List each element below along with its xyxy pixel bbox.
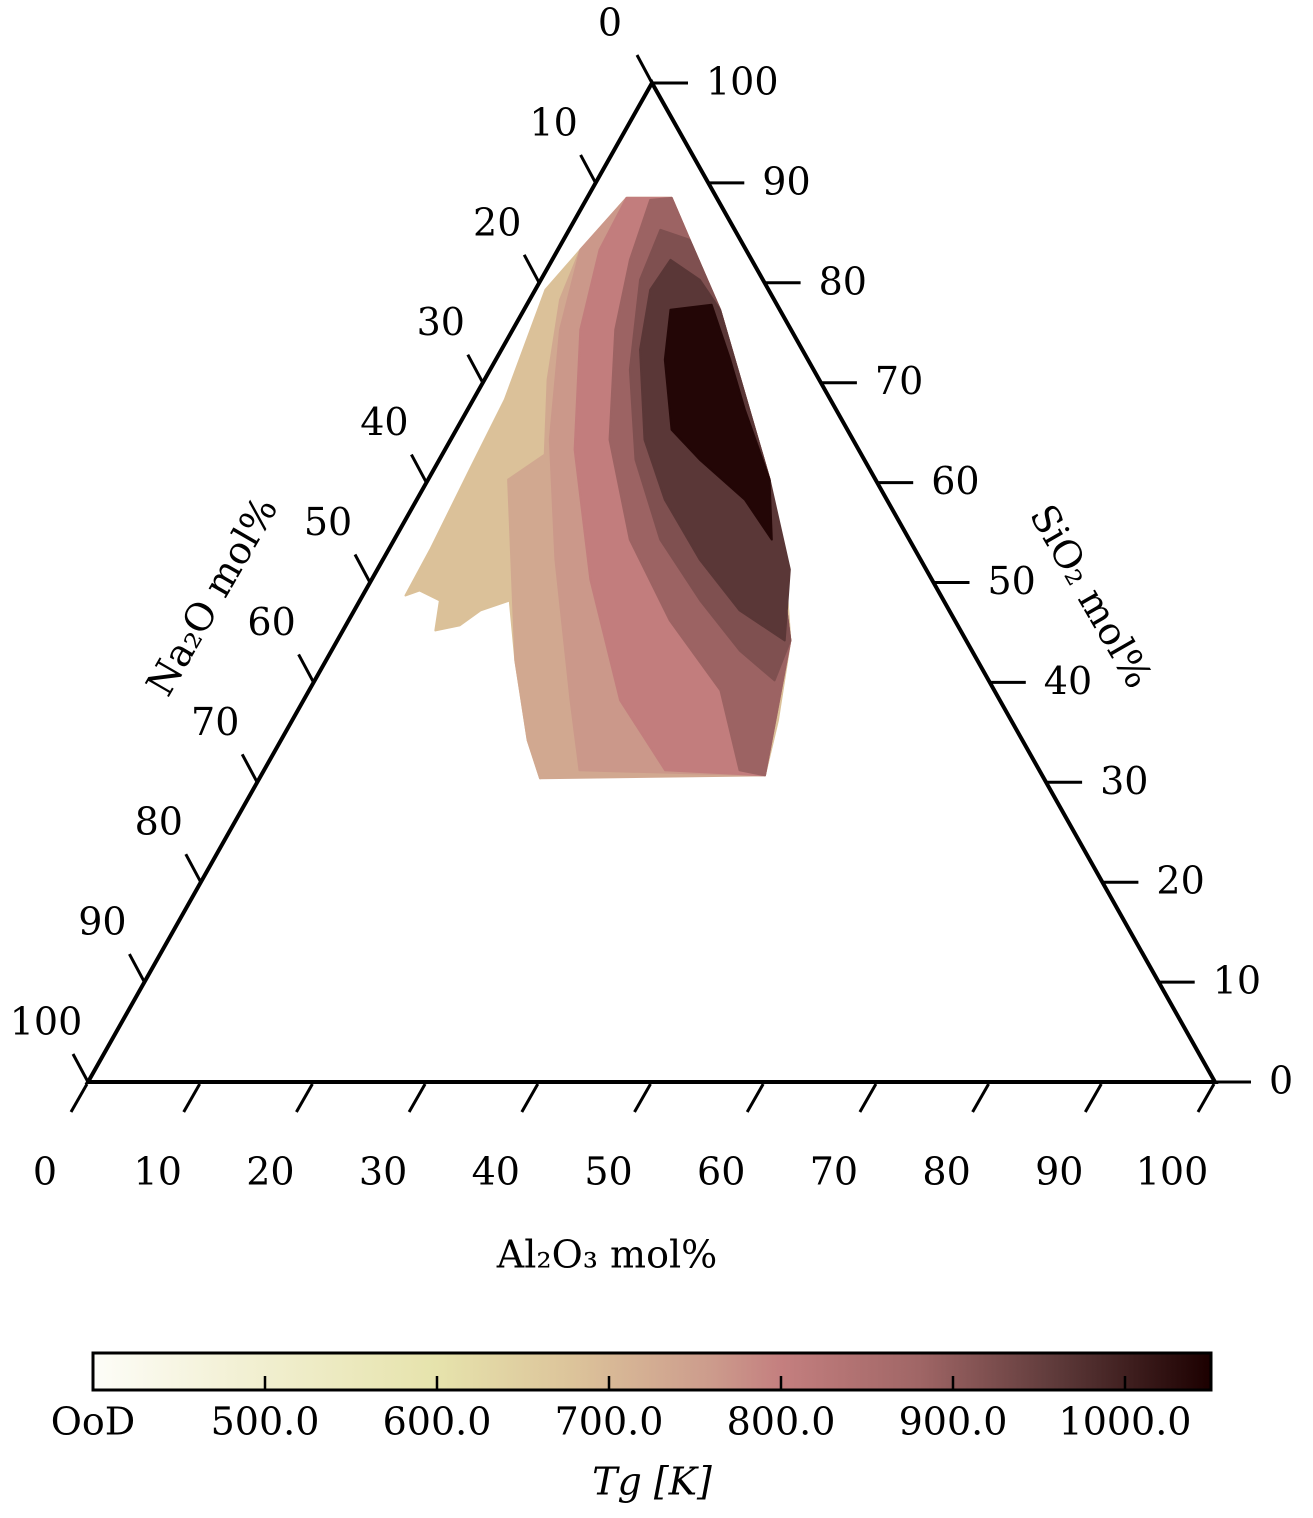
right-tick-label: 10	[1213, 959, 1261, 1003]
tick-mark	[633, 1083, 652, 1113]
bottom-tick-label: 30	[359, 1150, 407, 1194]
tick-mark	[858, 1083, 878, 1113]
right-tick-label: 90	[762, 159, 810, 203]
bottom-tick-label: 40	[472, 1150, 520, 1194]
colorbar	[91, 1351, 1213, 1392]
right-tick-label: 20	[1156, 859, 1204, 903]
bottom-tick-label: 10	[134, 1150, 182, 1194]
tick-mark	[240, 753, 259, 784]
left-tick-label: 0	[598, 1, 622, 45]
colorbar-tick-label: 600.0	[383, 1400, 492, 1444]
right-tick-label: 80	[819, 259, 867, 303]
bottom-tick-label: 20	[246, 1150, 294, 1194]
tick-mark	[971, 1083, 990, 1113]
bottom-tick-label: 60	[697, 1150, 745, 1194]
tick-mark	[128, 953, 146, 983]
tick-mark	[745, 1083, 765, 1113]
left-tick-label: 30	[417, 300, 465, 344]
bottom-tick-label: 80	[922, 1150, 970, 1194]
tick-mark	[182, 1083, 202, 1113]
tick-mark	[410, 453, 428, 484]
colorbar-tick-label: 1000.0	[1059, 1400, 1192, 1444]
right-tick-label: 60	[931, 459, 979, 503]
left-tick-label: 50	[304, 500, 352, 544]
left-axis-title: Na₂O mol%	[138, 489, 287, 703]
left-tick-label: 100	[10, 1000, 83, 1044]
left-tick-label: 60	[247, 600, 295, 644]
right-tick-label: 70	[875, 359, 923, 403]
tick-mark	[1196, 1083, 1216, 1113]
left-tick-label: 20	[473, 200, 521, 244]
left-tick-label: 40	[360, 400, 408, 444]
tick-mark	[520, 1083, 540, 1113]
tick-mark	[579, 154, 597, 184]
left-tick-label: 70	[191, 700, 239, 744]
right-tick-label: 0	[1269, 1059, 1293, 1103]
colorbar-tick-label: 800.0	[727, 1400, 836, 1444]
tick-mark	[295, 1083, 314, 1113]
bottom-tick-label: 90	[1035, 1150, 1083, 1194]
left-tick-label: 80	[135, 800, 183, 844]
right-tick-label: 50	[988, 559, 1036, 603]
right-tick-label: 40	[1044, 659, 1092, 703]
colorbar-tick-label: 500.0	[211, 1400, 320, 1444]
tick-mark	[466, 353, 485, 384]
bottom-tick-label: 70	[810, 1150, 858, 1194]
right-tick-label: 100	[706, 60, 779, 104]
colorbar-tick-label: OoD	[51, 1400, 136, 1444]
bottom-tick-label: 50	[584, 1150, 632, 1194]
tick-mark	[69, 1083, 89, 1113]
left-tick-label: 90	[78, 900, 126, 944]
tick-mark	[522, 254, 541, 284]
tick-mark	[184, 853, 203, 883]
bottom-axis-title: Al₂O₃ mol%	[496, 1233, 717, 1277]
colorbar-tick-label: 700.0	[555, 1400, 664, 1444]
colorbar-title: Tg [K]	[592, 1460, 712, 1504]
tick-mark	[297, 653, 315, 684]
tick-mark	[635, 54, 654, 84]
bottom-tick-label: 100	[1136, 1150, 1209, 1194]
right-tick-label: 30	[1100, 759, 1148, 803]
tick-mark	[1083, 1083, 1103, 1113]
tick-mark	[407, 1083, 427, 1113]
tg-region	[663, 303, 773, 541]
tick-mark	[353, 553, 372, 584]
heatmap	[404, 196, 792, 780]
colorbar-tick-label: 900.0	[899, 1400, 1008, 1444]
bottom-tick-label: 0	[33, 1150, 57, 1194]
left-tick-label: 10	[529, 100, 577, 144]
tick-mark	[71, 1053, 90, 1083]
